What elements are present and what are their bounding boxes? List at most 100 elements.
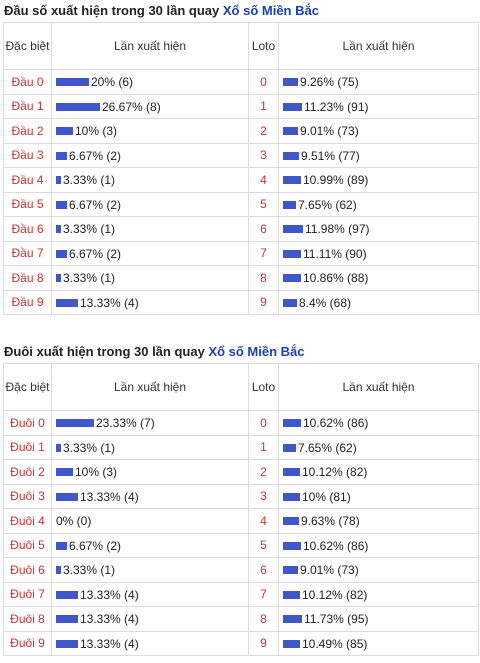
loto-number: 6: [248, 216, 279, 242]
loto-bar: [283, 468, 300, 477]
table-row: Đuôi 3 13.33% (4) 3 10% (81): [3, 483, 479, 509]
table-row: Đuôi 7 13.33% (4) 7 10.12% (82): [3, 581, 479, 607]
loto-bar: [283, 566, 298, 575]
table-row: Đuôi 5 6.67% (2) 5 10.62% (86): [3, 532, 479, 558]
special-bar: [56, 541, 67, 550]
table-row: Đuôi 0 23.33% (7) 0 10.62% (86): [3, 410, 479, 436]
special-count-text: 13.33% (4): [80, 489, 139, 504]
loto-bar: [283, 102, 302, 111]
tail-col-special: Đặc biệt: [3, 363, 52, 411]
tail-section-title: Đuôi xuất hiện trong 30 lần quay Xổ số M…: [0, 341, 480, 363]
table-row: Đuôi 9 13.33% (4) 9 10.49% (85): [3, 630, 479, 656]
loto-number: 0: [248, 410, 279, 436]
special-count-cell: 3.33% (1): [51, 265, 249, 291]
special-count-cell: 6.67% (2): [51, 191, 249, 217]
loto-bar: [283, 419, 301, 428]
loto-count-cell: 7.65% (62): [278, 434, 479, 460]
loto-number: 1: [248, 434, 279, 460]
head-col-loto-count: Lần xuất hiện: [278, 22, 479, 70]
loto-count-cell: 7.65% (62): [278, 191, 479, 217]
head-col-loto: Loto: [248, 22, 279, 70]
table-row: Đầu 7 6.67% (2) 7 11.11% (90): [3, 240, 479, 266]
special-count-text: 26.67% (8): [102, 99, 161, 114]
special-count-cell: 13.33% (4): [51, 581, 249, 607]
loto-count-text: 10.99% (89): [303, 173, 369, 188]
row-label: Đầu 3: [3, 142, 52, 168]
loto-count-cell: 10.62% (86): [278, 410, 479, 436]
tail-title-link[interactable]: Xổ số Miền Bắc: [208, 344, 305, 359]
row-label: Đầu 6: [3, 216, 52, 242]
loto-bar: [283, 200, 296, 209]
loto-count-text: 10.12% (82): [302, 465, 368, 480]
row-label: Đuôi 4: [3, 508, 52, 534]
special-count-text: 3.33% (1): [63, 271, 116, 286]
table-row: Đầu 5 6.67% (2) 5 7.65% (62): [3, 191, 479, 217]
loto-count-cell: 11.73% (95): [278, 606, 479, 632]
row-label: Đầu 5: [3, 191, 52, 217]
row-label: Đuôi 1: [3, 434, 52, 460]
special-count-cell: 13.33% (4): [51, 289, 249, 315]
special-count-cell: 26.67% (8): [51, 93, 249, 119]
special-bar: [56, 566, 61, 575]
row-label: Đuôi 7: [3, 581, 52, 607]
special-count-text: 0% (0): [56, 514, 92, 529]
loto-count-text: 9.01% (73): [300, 124, 359, 139]
loto-number: 8: [248, 606, 279, 632]
loto-count-text: 11.23% (91): [304, 99, 369, 114]
special-count-text: 6.67% (2): [69, 538, 122, 553]
loto-count-cell: 9.63% (78): [278, 508, 479, 534]
table-row: Đuôi 4 0% (0) 4 9.63% (78): [3, 508, 479, 534]
special-count-text: 3.33% (1): [63, 440, 116, 455]
head-title-link[interactable]: Xổ số Miền Bắc: [222, 3, 319, 18]
special-bar: [56, 419, 94, 428]
tail-col-count: Lần xuất hiện: [51, 363, 249, 411]
head-col-special: Đặc biệt: [3, 22, 52, 70]
loto-bar: [283, 615, 302, 624]
loto-count-text: 10.12% (82): [302, 587, 368, 602]
table-row: Đầu 9 13.33% (4) 9 8.4% (68): [3, 289, 479, 315]
loto-count-cell: 9.51% (77): [278, 142, 479, 168]
head-table: Đặc biệt Lần xuất hiện Loto Lần xuất hiệ…: [3, 22, 479, 315]
loto-count-cell: 11.11% (90): [278, 240, 479, 266]
row-label: Đầu 1: [3, 93, 52, 119]
special-bar: [56, 298, 78, 307]
loto-count-cell: 10.49% (85): [278, 630, 479, 656]
tail-table-body: Đuôi 0 23.33% (7) 0 10.62% (86) Đuôi 1 3.33% …: [3, 410, 479, 656]
row-label: Đầu 2: [3, 118, 52, 144]
loto-count-cell: 11.23% (91): [278, 93, 479, 119]
special-bar: [56, 274, 61, 283]
loto-number: 7: [248, 581, 279, 607]
head-table-body: Đầu 0 20% (6) 0 9.26% (75) Đầu 1 26.67% (8) 1 1…: [3, 69, 479, 315]
loto-count-text: 9.51% (77): [301, 148, 360, 163]
special-count-cell: 20% (6): [51, 69, 249, 95]
loto-count-text: 7.65% (62): [298, 197, 357, 212]
special-bar: [56, 78, 89, 87]
special-count-cell: 3.33% (1): [51, 557, 249, 583]
special-count-cell: 0% (0): [51, 508, 249, 534]
special-count-text: 6.67% (2): [69, 148, 122, 163]
special-count-text: 23.33% (7): [96, 416, 155, 431]
loto-count-cell: 9.26% (75): [278, 69, 479, 95]
loto-count-cell: 10.12% (82): [278, 459, 479, 485]
row-label: Đầu 9: [3, 289, 52, 315]
special-bar: [56, 151, 67, 160]
row-label: Đầu 0: [3, 69, 52, 95]
special-count-cell: 13.33% (4): [51, 606, 249, 632]
special-bar: [56, 225, 61, 234]
table-row: Đầu 4 3.33% (1) 4 10.99% (89): [3, 167, 479, 193]
special-count-cell: 10% (3): [51, 459, 249, 485]
loto-count-text: 9.01% (73): [300, 563, 359, 578]
row-label: Đuôi 2: [3, 459, 52, 485]
table-row: Đầu 3 6.67% (2) 3 9.51% (77): [3, 142, 479, 168]
head-title-text: Đầu số xuất hiện trong 30 lần quay: [4, 3, 223, 18]
special-bar: [56, 102, 100, 111]
tail-table: Đặc biệt Lần xuất hiện Loto Lần xuất hiệ…: [3, 363, 479, 656]
special-count-cell: 6.67% (2): [51, 240, 249, 266]
loto-count-text: 11.98% (97): [305, 222, 370, 237]
special-count-text: 13.33% (4): [80, 587, 139, 602]
special-bar: [56, 249, 67, 258]
special-count-text: 20% (6): [91, 75, 134, 90]
loto-count-text: 9.26% (75): [300, 75, 359, 90]
special-count-cell: 10% (3): [51, 118, 249, 144]
loto-bar: [283, 639, 300, 648]
